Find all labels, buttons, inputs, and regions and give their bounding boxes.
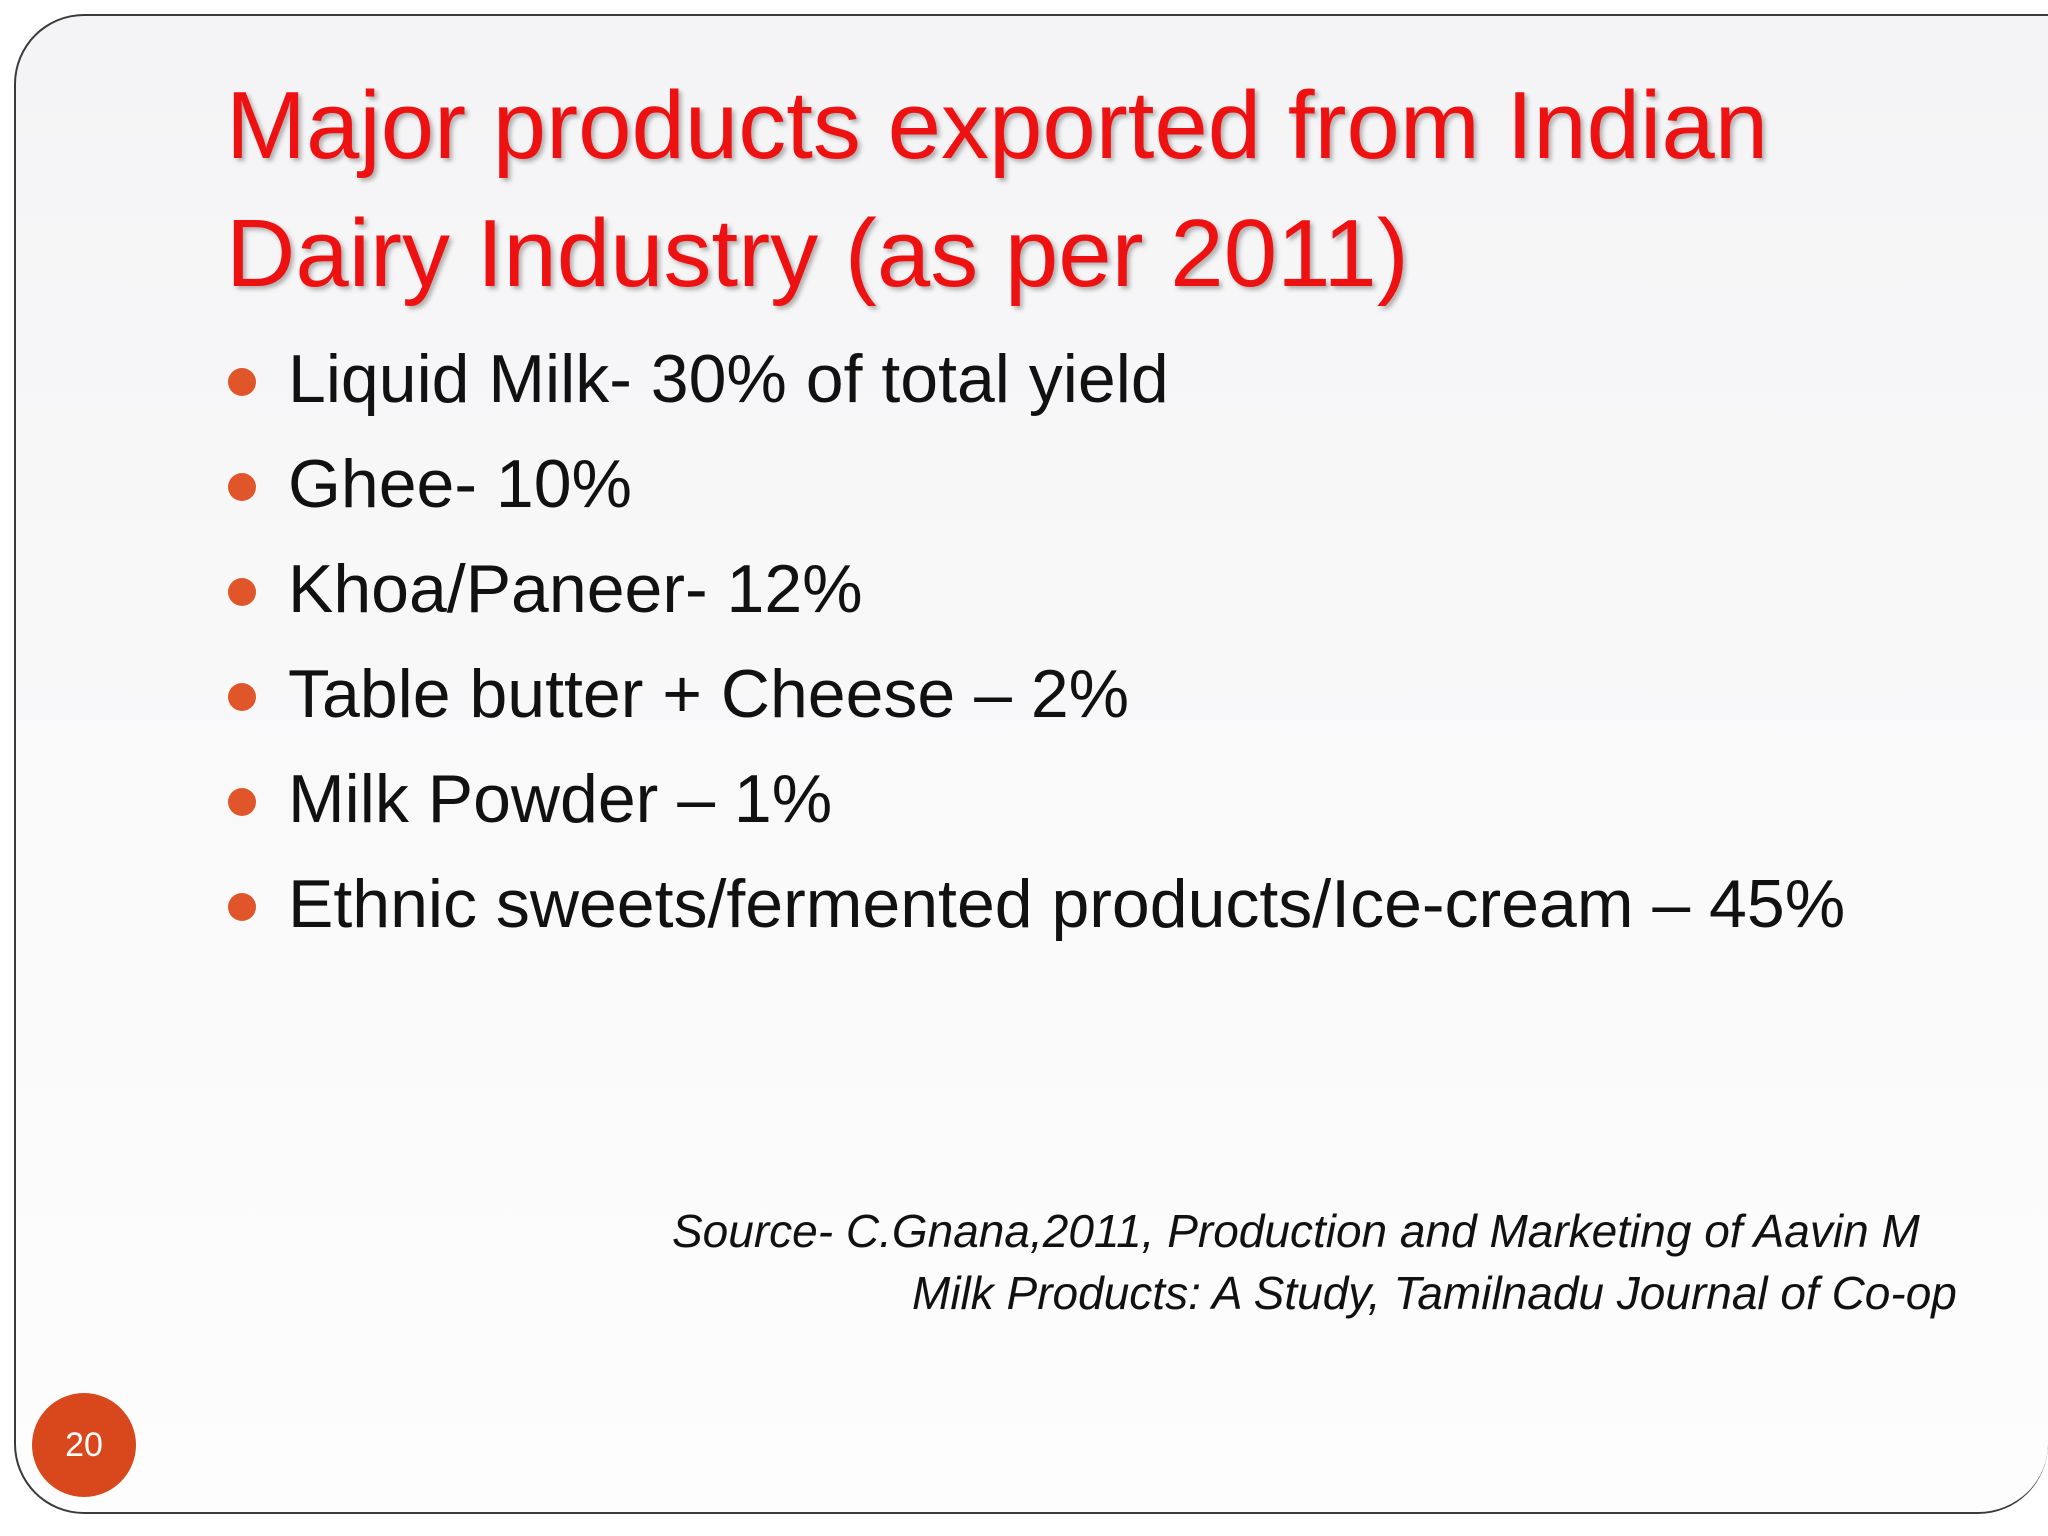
bullet-item-ethnic-sweets: Ethnic sweets/fermented products/Ice-cre… [226, 858, 1886, 950]
bullet-item-butter-cheese: Table butter + Cheese – 2% [226, 648, 1886, 740]
source-line-1: Source- C.Gnana,2011, Production and Mar… [672, 1205, 1920, 1257]
slide-title: Major products exported from Indian Dair… [226, 72, 1769, 307]
bullet-text: Milk Powder – 1% [288, 761, 833, 837]
bullet-text: Ghee- 10% [288, 446, 632, 522]
slide-frame [14, 14, 2048, 1514]
bullet-text: Liquid Milk- 30% of total yield [288, 341, 1169, 417]
bullet-item-liquid-milk: Liquid Milk- 30% of total yield [226, 333, 1886, 425]
bullet-text: Khoa/Paneer- 12% [288, 551, 863, 627]
bullet-list: Liquid Milk- 30% of total yield Ghee- 10… [226, 333, 1886, 963]
bullet-dot-icon [228, 473, 256, 501]
bullet-dot-icon [228, 578, 256, 606]
slide-number-badge: 20 [32, 1393, 136, 1497]
bullet-item-milk-powder: Milk Powder – 1% [226, 753, 1886, 845]
source-line-2: Milk Products: A Study, Tamilnadu Journa… [912, 1267, 1957, 1319]
bullet-item-khoa-paneer: Khoa/Paneer- 12% [226, 543, 1886, 635]
bullet-text: Ethnic sweets/fermented products/Ice-cre… [288, 866, 1846, 942]
bullet-dot-icon [228, 788, 256, 816]
bullet-dot-icon [228, 368, 256, 396]
bullet-dot-icon [228, 683, 256, 711]
bullet-text: Table butter + Cheese – 2% [288, 656, 1130, 732]
bullet-item-ghee: Ghee- 10% [226, 438, 1886, 530]
source-citation: Source- C.Gnana,2011, Production and Mar… [672, 1200, 2048, 1324]
bullet-dot-icon [228, 893, 256, 921]
